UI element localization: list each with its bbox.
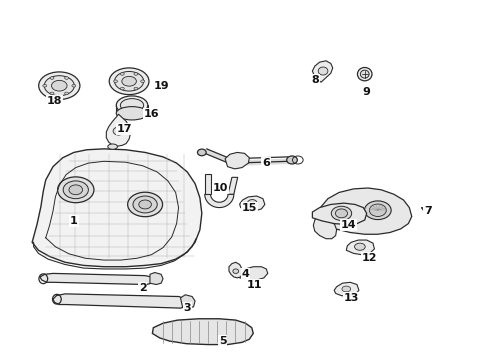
Ellipse shape [39,72,80,99]
Ellipse shape [64,77,68,79]
Ellipse shape [354,243,365,250]
Ellipse shape [120,87,124,90]
Ellipse shape [50,77,54,79]
Ellipse shape [107,144,117,149]
Polygon shape [312,61,332,82]
Ellipse shape [127,192,162,217]
Ellipse shape [139,200,151,209]
Ellipse shape [247,199,257,207]
Ellipse shape [232,269,238,273]
Ellipse shape [120,73,124,75]
Text: 6: 6 [262,158,270,168]
Ellipse shape [113,80,117,82]
Polygon shape [312,203,366,225]
Polygon shape [224,152,249,169]
Text: 15: 15 [241,203,257,212]
Ellipse shape [133,196,157,213]
Text: 10: 10 [212,183,227,193]
Polygon shape [346,240,374,255]
Ellipse shape [116,96,147,114]
Ellipse shape [286,156,297,164]
Ellipse shape [357,67,371,81]
Polygon shape [227,177,237,194]
Ellipse shape [120,99,143,112]
Text: 1: 1 [70,216,78,226]
Text: 5: 5 [219,336,226,346]
Text: 8: 8 [310,75,318,85]
Ellipse shape [122,76,136,86]
Ellipse shape [116,107,147,120]
Ellipse shape [134,73,138,75]
Ellipse shape [113,127,123,135]
Polygon shape [204,174,210,194]
Text: 14: 14 [340,220,356,230]
Polygon shape [32,149,202,267]
Ellipse shape [360,70,368,78]
Polygon shape [53,294,187,308]
Ellipse shape [364,201,390,220]
Ellipse shape [341,286,350,292]
Polygon shape [204,194,233,208]
Ellipse shape [114,72,143,91]
Text: 18: 18 [46,96,62,106]
Ellipse shape [368,204,386,216]
Text: 12: 12 [361,253,377,263]
Ellipse shape [134,87,138,90]
Text: 9: 9 [362,87,370,97]
Polygon shape [152,319,253,345]
Polygon shape [313,216,336,239]
Polygon shape [318,188,411,234]
Text: 13: 13 [343,293,358,303]
Ellipse shape [335,209,347,218]
Text: 2: 2 [139,283,146,293]
Ellipse shape [50,92,54,95]
Text: 7: 7 [423,206,431,216]
Ellipse shape [197,149,206,156]
Text: 11: 11 [246,279,262,289]
Ellipse shape [58,177,94,203]
Ellipse shape [43,84,46,87]
Polygon shape [239,196,264,211]
Ellipse shape [109,68,149,95]
Ellipse shape [51,80,67,91]
Ellipse shape [69,185,82,195]
Ellipse shape [330,206,351,220]
Ellipse shape [72,84,76,87]
Polygon shape [333,282,358,297]
Polygon shape [239,267,267,280]
Text: 16: 16 [143,109,159,119]
Text: 3: 3 [183,303,191,313]
Ellipse shape [44,76,74,96]
Ellipse shape [64,92,68,95]
Polygon shape [40,273,153,284]
Ellipse shape [141,80,144,82]
Text: 4: 4 [241,269,249,279]
Polygon shape [150,273,163,284]
Polygon shape [106,114,130,146]
Text: 17: 17 [116,124,132,134]
Ellipse shape [63,181,88,199]
Polygon shape [228,262,242,278]
Polygon shape [180,295,195,308]
Text: 19: 19 [153,81,168,91]
Ellipse shape [318,67,327,75]
